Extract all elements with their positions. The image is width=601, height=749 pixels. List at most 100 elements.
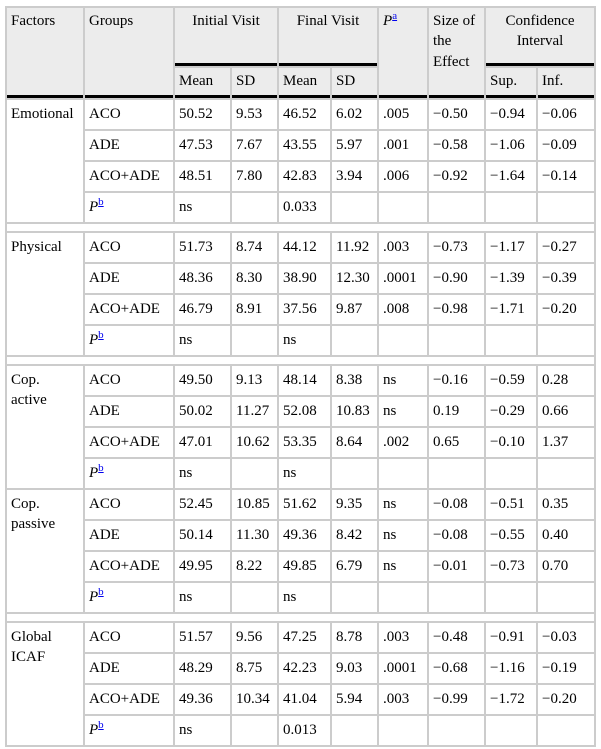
value-cell: [486, 583, 537, 613]
value-cell: ns: [379, 366, 428, 396]
footnote-b-sup: b: [98, 327, 104, 341]
value-cell: 10.83: [332, 397, 378, 427]
col-header-initial-mean: Mean: [175, 68, 230, 99]
value-cell: −1.72: [486, 685, 537, 715]
value-cell: −0.16: [429, 366, 485, 396]
value-cell: ns: [175, 326, 230, 356]
group-cell: ADE: [85, 654, 173, 684]
value-cell: [538, 459, 595, 489]
value-cell: 6.79: [332, 552, 378, 582]
value-cell: [538, 193, 595, 223]
value-cell: [538, 326, 595, 356]
value-cell: −0.51: [486, 490, 537, 520]
p-symbol: P: [89, 722, 99, 738]
value-cell: 47.53: [175, 131, 230, 161]
value-cell: [379, 326, 428, 356]
value-cell: 8.38: [332, 366, 378, 396]
value-cell: [332, 326, 378, 356]
value-cell: 8.30: [232, 264, 278, 294]
value-cell: −0.09: [538, 131, 595, 161]
value-cell: [429, 326, 485, 356]
block-spacer-row: [7, 357, 595, 365]
value-cell: .005: [379, 100, 428, 130]
group-cell: ACO+ADE: [85, 428, 173, 458]
table-row: ADE 47.53 7.67 43.55 5.97.001 −0.58 −1.06 −0.09: [7, 131, 595, 161]
value-cell: .003: [379, 233, 428, 263]
value-cell: [332, 459, 378, 489]
value-cell: 0.70: [538, 552, 595, 582]
value-cell: −0.39: [538, 264, 595, 294]
spacer-cell: [7, 357, 595, 365]
value-cell: .002: [379, 428, 428, 458]
col-header-groups: Groups: [85, 8, 173, 99]
value-cell: [538, 716, 595, 746]
value-cell: 9.35: [332, 490, 378, 520]
value-cell: −0.90: [429, 264, 485, 294]
footnote-b-sup: b: [98, 460, 104, 474]
p-symbol: P: [89, 199, 99, 215]
results-table: Factors Groups Initial Visit Final Visit…: [5, 6, 597, 748]
value-cell: 49.95: [175, 552, 230, 582]
value-cell: .008: [379, 295, 428, 325]
value-cell: .0001: [379, 264, 428, 294]
value-cell: ns: [379, 490, 428, 520]
value-cell: 8.64: [332, 428, 378, 458]
table-row: ADE 48.36 8.30 38.90 12.30.0001 −0.90 −1.39 −0.…: [7, 264, 595, 294]
value-cell: [332, 583, 378, 613]
value-cell: 49.36: [175, 685, 230, 715]
value-cell: −0.29: [486, 397, 537, 427]
factor-cell: Global ICAF: [7, 623, 83, 746]
value-cell: −1.17: [486, 233, 537, 263]
value-cell: .001: [379, 131, 428, 161]
value-cell: −0.01: [429, 552, 485, 582]
value-cell: ns: [379, 552, 428, 582]
value-cell: 49.85: [279, 552, 331, 582]
p-row: Pb ns ns: [7, 583, 595, 613]
footnote-b-link[interactable]: b: [98, 196, 104, 208]
footnote-b-link[interactable]: b: [98, 586, 104, 598]
group-cell: ACO: [85, 233, 173, 263]
col-header-final-mean: Mean: [279, 68, 331, 99]
value-cell: 5.94: [332, 685, 378, 715]
footnote-b-link[interactable]: b: [98, 462, 104, 474]
table-row: ACO+ADE 47.01 10.62 53.35 8.64.002 0.65 −0.10 1…: [7, 428, 595, 458]
value-cell: −0.08: [429, 490, 485, 520]
value-cell: −0.73: [429, 233, 485, 263]
footnote-b-link[interactable]: b: [98, 329, 104, 341]
value-cell: 50.02: [175, 397, 230, 427]
group-cell: ACO+ADE: [85, 552, 173, 582]
value-cell: ns: [379, 397, 428, 427]
value-cell: 0.40: [538, 521, 595, 551]
value-cell: −0.94: [486, 100, 537, 130]
value-cell: 48.51: [175, 162, 230, 192]
col-header-p: Pa: [379, 8, 428, 99]
p-row: Pb ns ns: [7, 459, 595, 489]
table-row: ADE 48.29 8.75 42.23 9.03.0001 −0.68 −1.16 −0.1…: [7, 654, 595, 684]
value-cell: [379, 583, 428, 613]
value-cell: 10.85: [232, 490, 278, 520]
col-header-size-effect: Size of the Effect: [429, 8, 485, 99]
spacer-cell: [7, 224, 595, 232]
table-row: Cop. active ACO 49.50 9.13 48.14 8.38 ns −0.16−…: [7, 366, 595, 489]
footnote-a-link[interactable]: a: [392, 10, 398, 22]
value-cell: ns: [175, 583, 230, 613]
footnote-a-sup: a: [392, 8, 397, 22]
footnote-b-link[interactable]: b: [98, 719, 104, 731]
value-cell: 11.92: [332, 233, 378, 263]
col-header-final-sd: SD: [332, 68, 378, 99]
group-cell: ACO: [85, 623, 173, 653]
value-cell: 44.12: [279, 233, 331, 263]
value-cell: ns: [279, 583, 331, 613]
value-cell: .0001: [379, 654, 428, 684]
p-row: Pb ns 0.013: [7, 716, 595, 746]
p-symbol: P: [383, 13, 393, 29]
value-cell: 8.78: [332, 623, 378, 653]
spacer-cell: [7, 614, 595, 622]
group-cell: ACO+ADE: [85, 685, 173, 715]
col-header-ci-sup: Sup.: [486, 68, 537, 99]
value-cell: ns: [175, 193, 230, 223]
value-cell: 46.79: [175, 295, 230, 325]
value-cell: 52.08: [279, 397, 331, 427]
value-cell: −0.08: [429, 521, 485, 551]
